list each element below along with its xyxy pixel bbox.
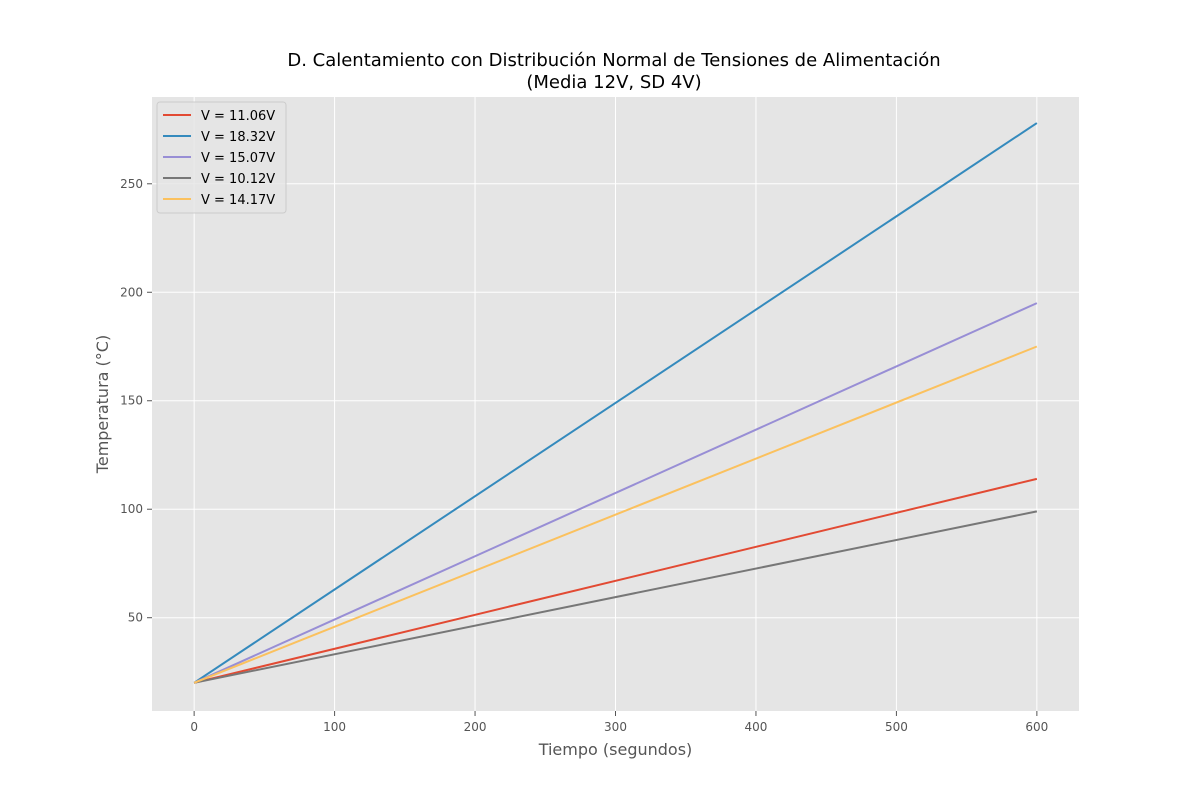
grid-lines [152,97,1079,711]
series-line-4 [193,345,1038,684]
legend-label-3: V = 10.12V [201,172,275,187]
series-line-3 [193,510,1038,684]
y-tick-label: 200 [120,285,143,299]
legend: V = 11.06V V = 18.32V V = 15.07V V = 10.12V… [156,101,287,214]
series-line-0 [193,477,1038,684]
y-tick-label: 150 [120,394,143,408]
axis-ticks: 0 100 200 300 400 500 600 50 100 150 200 250 [120,177,1048,734]
chart-title: D. Calentamiento con Distribución Normal… [287,50,940,71]
legend-label-1: V = 18.32V [201,130,275,145]
y-axis-label: Temperatura (°C) [93,335,112,474]
chart-subtitle: (Media 12V, SD 4V) [526,72,701,93]
series-line-1 [193,122,1038,684]
series-line-2 [193,302,1038,684]
x-tick-label: 200 [464,720,487,734]
y-tick-label: 100 [120,502,143,516]
x-tick-label: 0 [190,720,198,734]
legend-label-0: V = 11.06V [201,109,275,124]
y-tick-label: 250 [120,177,143,191]
legend-label-4: V = 14.17V [201,193,275,208]
x-tick-label: 500 [885,720,908,734]
x-tick-label: 300 [604,720,627,734]
x-tick-label: 100 [323,720,346,734]
legend-label-2: V = 15.07V [201,151,275,166]
legend-box [156,101,287,214]
x-tick-label: 600 [1025,720,1048,734]
x-axis-label: Tiempo (segundos) [538,740,693,759]
y-tick-label: 50 [128,611,143,625]
x-tick-label: 400 [745,720,768,734]
series-lines [193,122,1038,684]
